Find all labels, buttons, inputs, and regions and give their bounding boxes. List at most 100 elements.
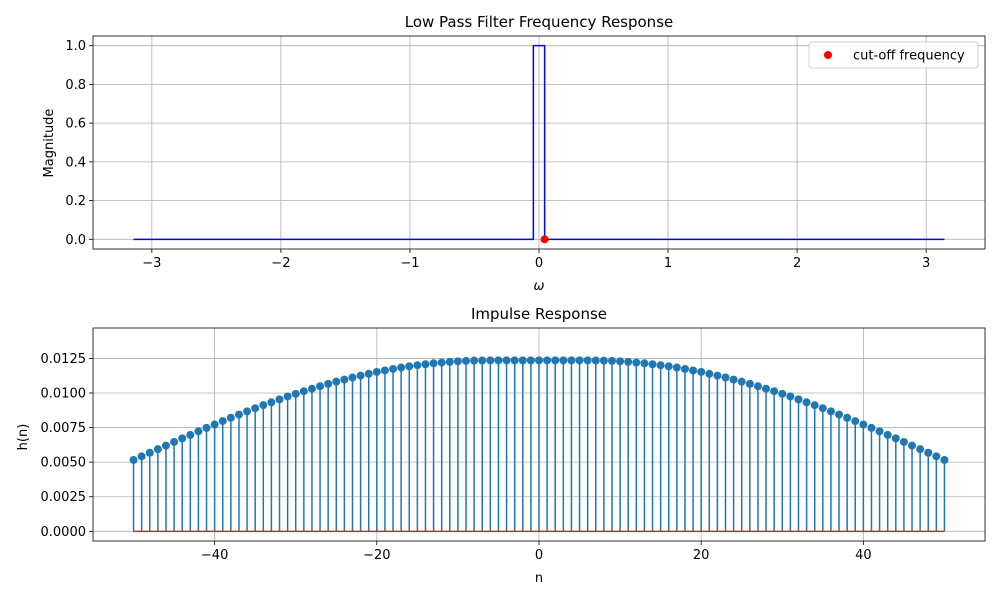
impulse-response-panel: Impulse Response n h(n) −40 −20 0 20 40 0.000…: [16, 305, 986, 586]
stem-marker: [616, 357, 625, 366]
stem-marker: [794, 395, 803, 404]
y-axis-label: h(n): [16, 424, 31, 451]
stem-marker: [291, 389, 300, 398]
stem-marker: [932, 452, 941, 461]
cutoff-point: [540, 235, 549, 244]
stem-marker: [672, 363, 681, 372]
stem-marker: [883, 430, 892, 439]
stem-marker: [656, 361, 665, 370]
stem-marker: [697, 367, 706, 376]
stem-marker: [648, 360, 657, 369]
stem-marker: [129, 455, 138, 464]
stem-marker: [664, 362, 673, 371]
x-axis-label: ω: [534, 279, 545, 294]
stem-marker: [591, 356, 600, 365]
stem-marker: [640, 359, 649, 368]
stem-marker: [632, 358, 641, 367]
axes-frame: [92, 35, 986, 250]
stem-marker: [486, 356, 495, 365]
stem-marker: [502, 356, 511, 365]
stem-marker: [186, 430, 195, 439]
stem-marker: [307, 384, 316, 393]
stem-marker: [202, 423, 211, 432]
stem-marker: [494, 356, 503, 365]
stem-marker: [210, 420, 219, 429]
y-tick-label: 0.0025: [41, 490, 87, 505]
stem-marker: [924, 448, 933, 457]
stem-marker: [145, 448, 154, 457]
stem-marker: [567, 356, 576, 365]
y-axis-label: Magnitude: [42, 109, 57, 178]
stem-marker: [413, 361, 422, 370]
x-tick-label: −3: [142, 256, 161, 271]
stem-marker: [826, 407, 835, 416]
stem-marker: [324, 379, 333, 388]
legend-marker: [824, 51, 832, 59]
stem-marker: [316, 382, 325, 391]
stem-marker: [453, 357, 462, 366]
stem-marker: [745, 379, 754, 388]
stem-marker: [445, 357, 454, 366]
x-tick-label: −40: [201, 548, 228, 563]
stem-marker: [178, 434, 187, 443]
stem-marker: [259, 401, 268, 410]
y-tick-label: 0.0075: [41, 421, 87, 436]
stem-marker: [737, 377, 746, 386]
stem-marker: [851, 417, 860, 426]
stem-marker: [875, 427, 884, 436]
stem-marker: [364, 369, 373, 378]
y-tick-label: 0.6: [65, 117, 86, 132]
stem-marker: [559, 356, 568, 365]
stem-marker: [429, 359, 438, 368]
stem-marker: [421, 360, 430, 369]
stem-marker: [543, 356, 552, 365]
stem-marker: [891, 434, 900, 443]
stem-marker: [356, 371, 365, 380]
stem-marker: [867, 423, 876, 432]
stem-marker: [940, 455, 949, 464]
stem-marker: [234, 410, 243, 419]
stem-marker: [251, 404, 260, 413]
x-tick-label: 1: [664, 256, 672, 271]
stem-marker: [340, 375, 349, 384]
stem-marker: [899, 437, 908, 446]
frequency-response-panel: Low Pass Filter Frequency Response ω Mag…: [42, 13, 986, 294]
stem-marker: [218, 417, 227, 426]
y-tick-label: 0.0: [65, 233, 86, 248]
stem-marker: [283, 392, 292, 401]
stem-marker: [689, 366, 698, 375]
chart-title: Impulse Response: [471, 305, 607, 323]
x-tick-label: 3: [922, 256, 930, 271]
stem-marker: [705, 369, 714, 378]
stem-marker: [470, 356, 479, 365]
legend-label: cut-off frequency: [853, 49, 965, 64]
stem-marker: [859, 420, 868, 429]
stem-marker: [137, 452, 146, 461]
x-tick-label: 0: [535, 256, 543, 271]
x-tick-label: 2: [793, 256, 801, 271]
x-tick-label: 0: [535, 548, 543, 563]
stem-marker: [332, 377, 341, 386]
stem-marker: [153, 445, 162, 454]
stem-marker: [161, 441, 170, 450]
stem-marker: [437, 358, 446, 367]
stem-marker: [786, 392, 795, 401]
stem-marker: [762, 384, 771, 393]
y-tick-label: 1.0: [65, 39, 86, 54]
stem-marker: [729, 375, 738, 384]
stem-marker: [380, 366, 389, 375]
stem-marker: [753, 382, 762, 391]
y-tick-label: 0.2: [65, 194, 86, 209]
stem-marker: [835, 410, 844, 419]
stem-marker: [843, 413, 852, 422]
y-tick-label: 0.0125: [41, 352, 87, 367]
stem-marker: [810, 401, 819, 410]
stem-marker: [916, 445, 925, 454]
stem-marker: [510, 356, 519, 365]
stem-marker: [575, 356, 584, 365]
stem-marker: [299, 387, 308, 396]
stem-marker: [348, 373, 357, 382]
stem-marker: [194, 427, 203, 436]
stem-marker: [478, 356, 487, 365]
x-tick-label: −1: [400, 256, 419, 271]
